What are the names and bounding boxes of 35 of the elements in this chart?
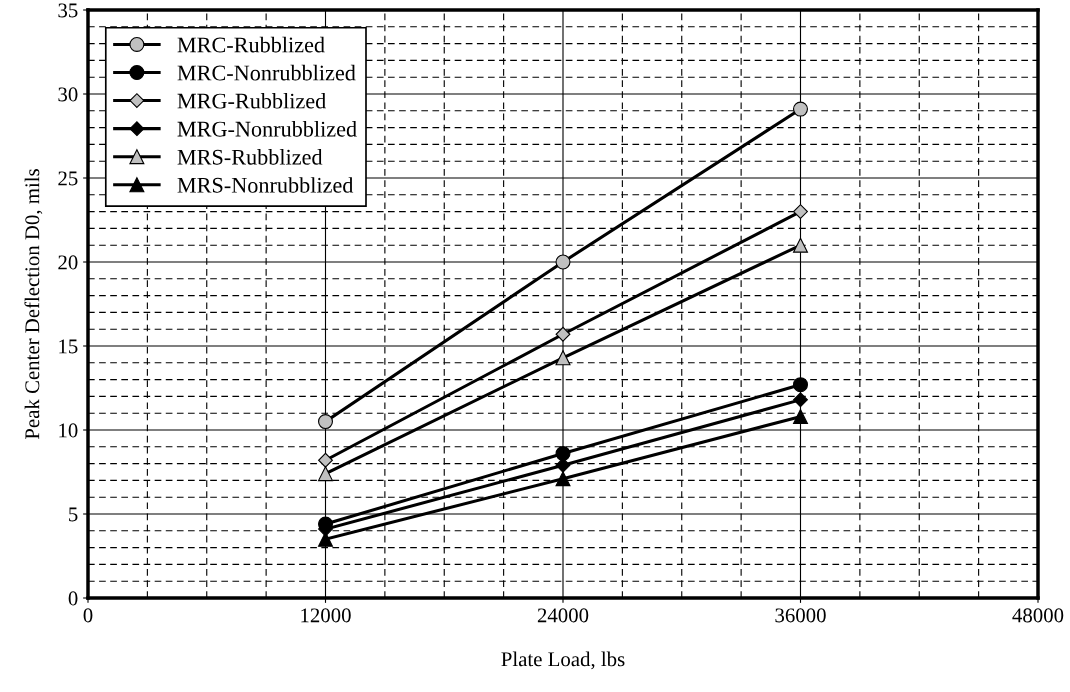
point [318, 452, 333, 468]
x-tick-label: 36000 [775, 608, 826, 623]
point [793, 204, 808, 220]
point [793, 237, 808, 253]
x-tick-label: 48000 [1012, 608, 1064, 623]
y-tick-label: 35 [58, 3, 78, 18]
x-tick-label: 24000 [537, 608, 589, 623]
point [318, 466, 333, 482]
y-tick-label: 25 [58, 171, 78, 186]
x-axis-title: Plate Load, lbs [501, 651, 625, 670]
y-tick-label: 15 [59, 339, 78, 354]
x-tick-label: 12000 [301, 608, 351, 623]
point [555, 326, 571, 342]
y-tick-label: 5 [69, 507, 78, 522]
legend-label: MRC-Rubblized [177, 36, 325, 53]
point [793, 409, 808, 425]
point [555, 254, 571, 270]
legend-label: MRS-Rubblized [177, 149, 323, 165]
y-tick-label: 20 [58, 255, 78, 270]
point [318, 414, 333, 430]
point [793, 101, 808, 117]
y-tick-label: 30 [58, 87, 78, 102]
y-axis-title: Peak Center Deflection D0, mils [24, 169, 43, 440]
point [555, 350, 571, 366]
legend-label: MRS-Nonrubblized [177, 177, 354, 193]
y-tick-label: 0 [68, 591, 78, 606]
x-tick-label: 0 [83, 608, 93, 623]
legend-label: MRG-Rubblized [177, 92, 326, 109]
point [555, 471, 571, 487]
point [793, 392, 808, 408]
point [793, 377, 808, 393]
y-tick-label: 10 [59, 423, 78, 438]
point [555, 446, 571, 462]
legend-label: MRG-Nonrubblized [177, 121, 357, 137]
legend-label: MRC-Nonrubblized [177, 64, 356, 81]
